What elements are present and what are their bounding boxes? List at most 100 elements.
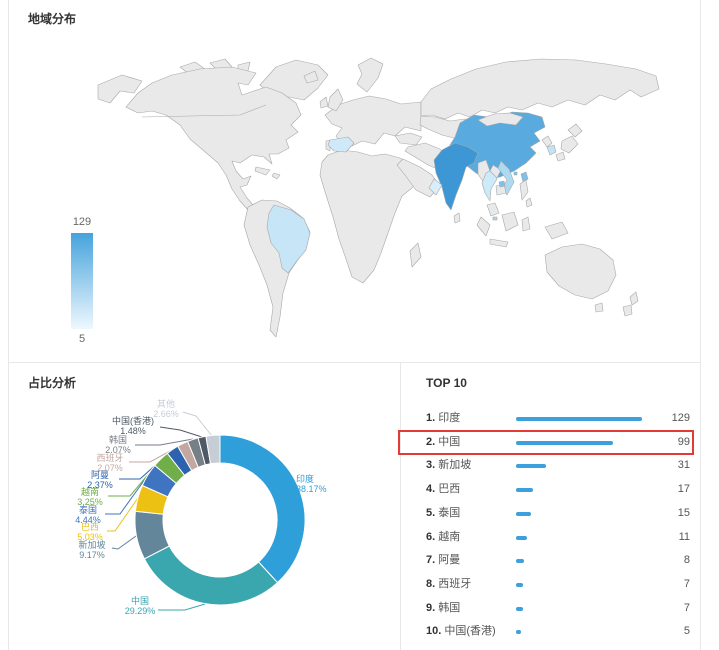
top10-row-name: 8. 西班牙 <box>426 577 472 590</box>
donut-label-阿曼: 阿曼 2.37% <box>80 470 120 490</box>
donut-label-name: 西班牙 <box>96 453 124 463</box>
top10-row-name: 6. 越南 <box>426 530 461 543</box>
top10-row-1: 1. 印度 129 <box>401 409 700 428</box>
donut-label-其他: 其他 2.66% <box>148 399 184 419</box>
donut-label-新加坡: 新加坡 9.17% <box>68 540 116 560</box>
donut-label-印度: 印度 38.17% <box>296 474 344 494</box>
top10-row-4: 4. 巴西 17 <box>401 480 700 499</box>
donut-label-name: 韩国 <box>108 435 127 445</box>
map-north-america <box>125 66 302 211</box>
map-country-hong-kong[interactable] <box>513 171 518 176</box>
section-divider <box>8 362 701 363</box>
map-country-india[interactable] <box>433 142 479 211</box>
donut-label-name: 越南 <box>80 487 99 497</box>
top10-row-2: 2. 中国 99 <box>401 433 700 452</box>
top10-row-7: 7. 阿曼 8 <box>401 551 700 570</box>
map-country-brazil[interactable] <box>266 204 311 274</box>
donut-slice-中国[interactable] <box>143 545 279 606</box>
donut-slices <box>134 434 306 606</box>
donut-label-percent: 9.17% <box>79 549 105 560</box>
top10-row-8: 8. 西班牙 7 <box>401 575 700 594</box>
donut-leader-中国 <box>158 603 206 611</box>
top10-row-value: 7 <box>683 601 690 614</box>
top10-row-value: 8 <box>683 554 690 567</box>
top10-row-rank: 3. <box>426 459 439 472</box>
world-map <box>97 57 660 338</box>
top10-row-rank: 7. <box>426 554 439 567</box>
donut-label-name: 其他 <box>156 399 175 409</box>
top10-row-name: 9. 韩国 <box>426 601 461 614</box>
top10-row-bar <box>516 464 547 469</box>
donut-label-percent: 2.66% <box>153 408 179 419</box>
top10-row-10: 10. 中国(香港) 5 <box>401 622 700 641</box>
map-mongolia <box>477 112 524 127</box>
top10-row-rank: 6. <box>426 530 439 543</box>
top10-row-rank: 9. <box>426 601 439 614</box>
map-africa <box>319 149 422 284</box>
donut-label-name: 阿曼 <box>90 470 109 480</box>
map-country-alaska <box>97 74 143 104</box>
legend-max-value: 129 <box>72 216 92 228</box>
top10-row-value: 15 <box>677 506 690 519</box>
donut-label-name: 巴西 <box>80 522 99 532</box>
top10-row-value: 7 <box>683 577 690 590</box>
donut-label-泰国: 泰国 4.44% <box>68 505 108 525</box>
donut-leader-巴西 <box>107 497 139 532</box>
donut-label-巴西: 巴西 5.03% <box>70 522 110 542</box>
donut-label-percent: 29.29% <box>124 605 156 616</box>
top10-row-bar <box>516 606 523 611</box>
map-australia <box>544 243 617 300</box>
top10-row-bar <box>516 535 527 540</box>
top10-row-name: 10. 中国(香港) <box>426 625 496 638</box>
top10-row-5: 5. 泰国 15 <box>401 504 700 523</box>
map-scandinavia <box>356 57 384 93</box>
donut-label-name: 印度 <box>296 474 315 484</box>
top10-row-name: 3. 新加坡 <box>426 459 472 472</box>
top10-row-bar <box>516 559 524 564</box>
map-country-singapore[interactable] <box>492 216 498 221</box>
top10-row-bar <box>516 630 521 635</box>
map-country-oman[interactable] <box>428 178 443 196</box>
top10-row-rank: 10. <box>426 625 445 638</box>
top10-row-3: 3. 新加坡 31 <box>401 456 700 475</box>
donut-label-percent: 2.37% <box>87 479 113 490</box>
donut-leader-其他 <box>182 411 213 437</box>
map-country-spain[interactable] <box>327 136 355 153</box>
donut-label-percent: 3.25% <box>77 496 103 507</box>
donut-label-西班牙: 西班牙 2.07% <box>88 453 132 473</box>
donut-leader-泰国 <box>105 474 149 515</box>
top10-highlight-box <box>398 429 694 455</box>
donut-slice-其他[interactable] <box>205 434 221 465</box>
map-section-title: 地域分布 <box>28 12 77 26</box>
top10-row-bar <box>516 582 523 587</box>
top10-panel: TOP 10 1. 印度 129 2. 中国 99 3. 新加坡 31 4. 巴西 17 5. … <box>398 362 700 650</box>
dashboard-frame <box>8 0 701 650</box>
top10-row-value: 99 <box>677 435 690 448</box>
donut-label-name: 中国(香港) <box>112 416 154 426</box>
top10-row-value: 129 <box>671 412 690 424</box>
donut-slice-印度[interactable] <box>219 434 306 584</box>
top10-row-bar <box>516 488 533 493</box>
map-color-legend: 129 5 <box>66 216 98 345</box>
donut-leader-新加坡 <box>111 535 137 550</box>
donut-leader-韩国 <box>135 438 194 446</box>
pie-panel: 占比分析 印度 38.17% 中国 29.29% 新加坡 9.17% 巴西 5.03% 泰国 4.… <box>8 362 400 650</box>
donut-label-percent: 2.07% <box>97 462 123 473</box>
donut-label-percent: 4.44% <box>75 514 101 525</box>
top10-row-value: 31 <box>677 459 690 472</box>
donut-label-percent: 2.07% <box>105 444 131 455</box>
top10-row-bar <box>516 417 642 421</box>
map-russia <box>420 58 660 120</box>
legend-min-value: 5 <box>78 333 86 345</box>
donut-label-name: 泰国 <box>78 505 97 515</box>
legend-gradient-bar <box>71 233 93 329</box>
top10-row-rank: 2. <box>426 435 439 448</box>
donut-label-name: 中国 <box>130 596 149 606</box>
donut-label-percent: 38.17% <box>296 483 327 494</box>
donut-label-中国: 中国 29.29% <box>116 596 164 616</box>
top10-row-value: 11 <box>678 530 690 543</box>
map-country-south-korea[interactable] <box>546 144 557 156</box>
map-base-countries <box>97 57 660 338</box>
donut-label-中国(香港): 中国(香港) 1.48% <box>103 416 163 436</box>
donut-label-越南: 越南 3.25% <box>70 487 110 507</box>
